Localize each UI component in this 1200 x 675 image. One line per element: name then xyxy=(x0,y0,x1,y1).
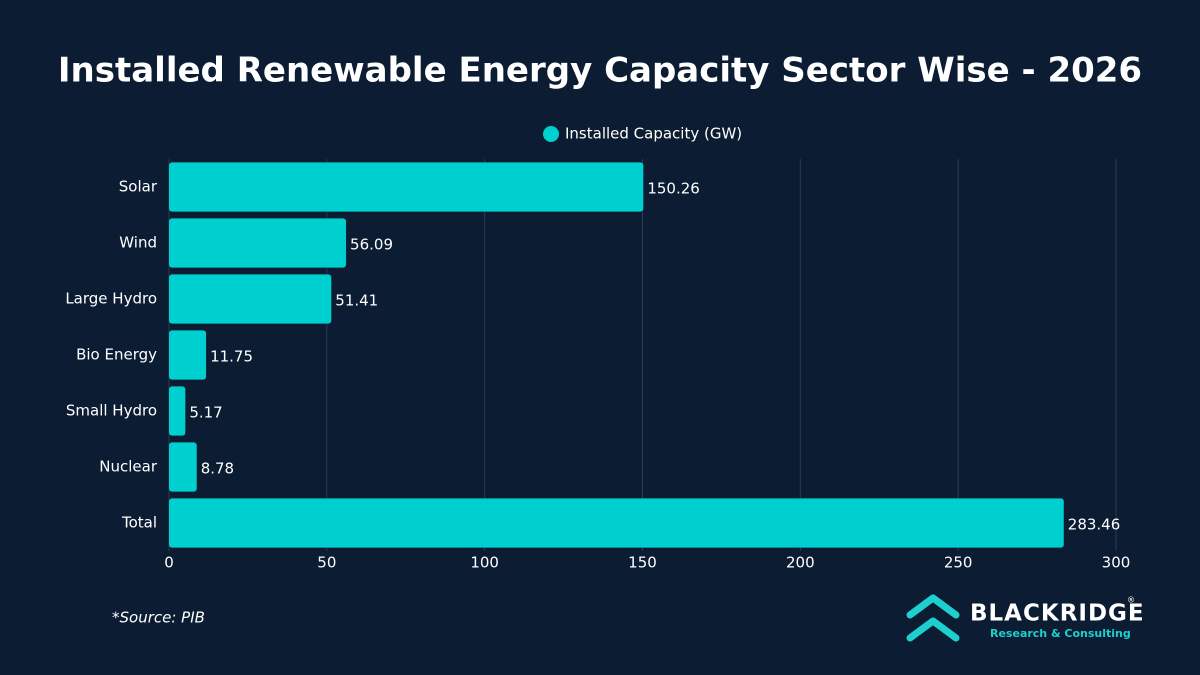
bar xyxy=(169,498,1064,548)
data-label: 56.09 xyxy=(350,236,393,254)
y-tick-label: Small Hydro xyxy=(66,402,157,420)
y-tick-label: Bio Energy xyxy=(76,346,157,364)
x-tick-label: 50 xyxy=(317,554,336,572)
bar xyxy=(169,386,186,436)
data-label: 11.75 xyxy=(210,348,253,366)
x-tick-label: 150 xyxy=(628,554,657,572)
x-tick-label: 100 xyxy=(470,554,499,572)
y-tick-label: Total xyxy=(121,514,157,532)
x-tick-label: 300 xyxy=(1102,554,1131,572)
data-label: 8.78 xyxy=(201,460,234,478)
bar xyxy=(169,330,207,380)
y-tick-label: Nuclear xyxy=(99,458,158,476)
data-label: 51.41 xyxy=(335,292,378,310)
brand-mark: ® xyxy=(1127,596,1135,605)
y-tick-label: Large Hydro xyxy=(65,290,157,308)
y-tick-label: Solar xyxy=(119,178,158,196)
y-tick-label: Wind xyxy=(119,234,157,252)
legend-swatch xyxy=(543,126,559,142)
source-note: *Source: PIB xyxy=(112,609,205,627)
brand-name: BLACKRIDGE xyxy=(970,601,1145,627)
x-tick-label: 250 xyxy=(944,554,973,572)
logo-icon xyxy=(906,594,960,642)
bar xyxy=(169,442,197,492)
brand-logo: BLACKRIDGE ® Research & Consulting xyxy=(906,594,1145,642)
bar xyxy=(169,218,347,268)
data-label: 5.17 xyxy=(189,404,222,422)
x-tick-label: 0 xyxy=(164,554,174,572)
bar xyxy=(169,274,332,324)
chart-title: Installed Renewable Energy Capacity Sect… xyxy=(58,51,1142,91)
data-label: 283.46 xyxy=(1068,516,1121,534)
x-tick-label: 200 xyxy=(786,554,815,572)
legend-label: Installed Capacity (GW) xyxy=(565,125,742,143)
bar xyxy=(169,162,644,212)
data-label: 150.26 xyxy=(647,180,700,198)
brand-tagline: Research & Consulting xyxy=(990,627,1131,640)
